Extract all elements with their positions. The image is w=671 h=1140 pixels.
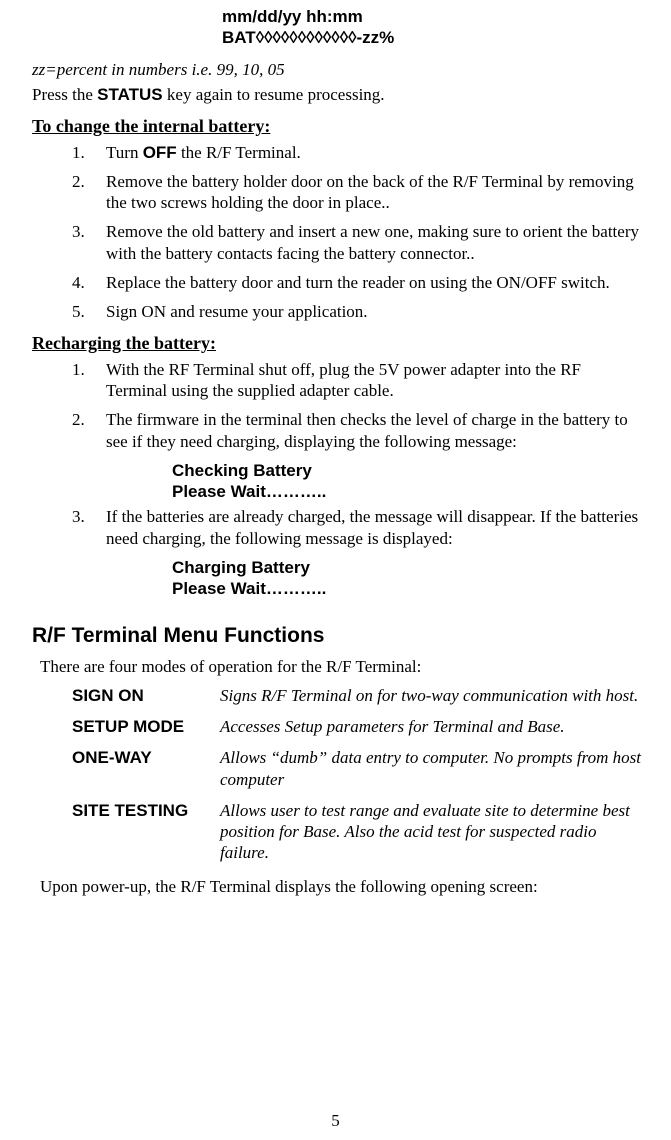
mode-sign-on: SIGN ON Signs R/F Terminal on for two-wa…: [72, 685, 643, 706]
change-battery-step-4: 4. Replace the battery door and turn the…: [72, 272, 643, 293]
display-bat-label: BAT: [222, 28, 256, 47]
menu-functions-heading: R/F Terminal Menu Functions: [32, 623, 643, 649]
recharging-heading: Recharging the battery:: [32, 332, 643, 355]
terminal-display-block: mm/dd/yy hh:mm BAT◊◊◊◊◊◊◊◊◊◊◊◊-zz%: [222, 6, 643, 49]
off-label: OFF: [143, 143, 177, 162]
step-text-part: the R/F Terminal.: [177, 143, 301, 162]
step-number: 4.: [72, 272, 106, 293]
mode-setup-mode: SETUP MODE Accesses Setup parameters for…: [72, 716, 643, 737]
message-line-1: Checking Battery: [172, 460, 643, 481]
step-number: 3.: [72, 221, 106, 242]
display-bat-percent: -zz%: [357, 28, 395, 47]
step-text: Replace the battery door and turn the re…: [106, 272, 643, 293]
press-status-before: Press the: [32, 85, 97, 104]
recharging-steps: 1. With the RF Terminal shut off, plug t…: [72, 359, 643, 452]
checking-battery-message: Checking Battery Please Wait………..: [172, 460, 643, 503]
zz-note: zz=percent in numbers i.e. 99, 10, 05: [32, 59, 643, 80]
mode-site-testing: SITE TESTING Allows user to test range a…: [72, 800, 643, 864]
mode-one-way: ONE-WAY Allows “dumb” data entry to comp…: [72, 747, 643, 790]
menu-outro: Upon power-up, the R/F Terminal displays…: [40, 876, 643, 897]
mode-desc: Accesses Setup parameters for Terminal a…: [220, 716, 643, 737]
step-number: 1.: [72, 359, 106, 380]
mode-name: SITE TESTING: [72, 800, 220, 821]
change-battery-steps: 1. Turn OFF the R/F Terminal. 2. Remove …: [72, 142, 643, 323]
step-text: If the batteries are already charged, th…: [106, 506, 643, 549]
recharging-step-1: 1. With the RF Terminal shut off, plug t…: [72, 359, 643, 402]
change-battery-step-5: 5. Sign ON and resume your application.: [72, 301, 643, 322]
step-number: 3.: [72, 506, 106, 527]
step-text: The firmware in the terminal then checks…: [106, 409, 643, 452]
display-bat-bars: ◊◊◊◊◊◊◊◊◊◊◊◊: [256, 28, 357, 47]
step-number: 2.: [72, 409, 106, 430]
step-text: Remove the battery holder door on the ba…: [106, 171, 643, 214]
modes-list: SIGN ON Signs R/F Terminal on for two-wa…: [72, 685, 643, 864]
message-line-2: Please Wait………..: [172, 481, 643, 502]
change-battery-heading: To change the internal battery:: [32, 115, 643, 138]
mode-name: SIGN ON: [72, 685, 220, 706]
step-text: With the RF Terminal shut off, plug the …: [106, 359, 643, 402]
change-battery-step-3: 3. Remove the old battery and insert a n…: [72, 221, 643, 264]
status-key-label: STATUS: [97, 85, 162, 104]
step-number: 5.: [72, 301, 106, 322]
mode-name: ONE-WAY: [72, 747, 220, 768]
mode-desc: Signs R/F Terminal on for two-way commun…: [220, 685, 643, 706]
display-line-1: mm/dd/yy hh:mm: [222, 6, 643, 27]
mode-desc: Allows user to test range and evaluate s…: [220, 800, 643, 864]
step-text: Turn OFF the R/F Terminal.: [106, 142, 643, 163]
mode-name: SETUP MODE: [72, 716, 220, 737]
press-status-line: Press the STATUS key again to resume pro…: [32, 84, 643, 105]
step-text: Remove the old battery and insert a new …: [106, 221, 643, 264]
recharging-step-3: 3. If the batteries are already charged,…: [72, 506, 643, 549]
step-number: 2.: [72, 171, 106, 192]
recharging-step-2: 2. The firmware in the terminal then che…: [72, 409, 643, 452]
step-text: Sign ON and resume your application.: [106, 301, 643, 322]
recharging-steps-cont: 3. If the batteries are already charged,…: [72, 506, 643, 549]
press-status-after: key again to resume processing.: [163, 85, 385, 104]
change-battery-step-1: 1. Turn OFF the R/F Terminal.: [72, 142, 643, 163]
message-line-1: Charging Battery: [172, 557, 643, 578]
step-number: 1.: [72, 142, 106, 163]
mode-desc: Allows “dumb” data entry to computer. No…: [220, 747, 643, 790]
change-battery-step-2: 2. Remove the battery holder door on the…: [72, 171, 643, 214]
menu-intro: There are four modes of operation for th…: [40, 656, 643, 677]
page-number: 5: [0, 1110, 671, 1131]
charging-battery-message: Charging Battery Please Wait………..: [172, 557, 643, 600]
step-text-part: Turn: [106, 143, 143, 162]
message-line-2: Please Wait………..: [172, 578, 643, 599]
display-line-2: BAT◊◊◊◊◊◊◊◊◊◊◊◊-zz%: [222, 27, 643, 48]
